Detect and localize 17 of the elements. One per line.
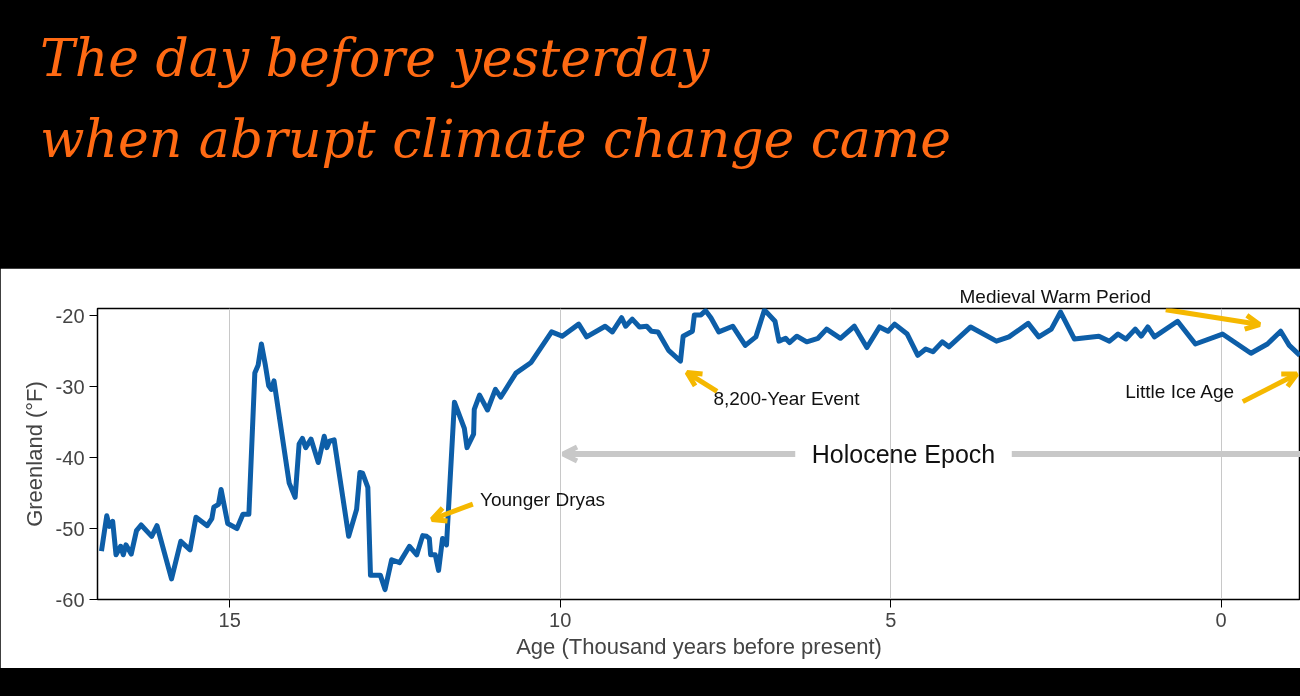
x-axis-title: Age (Thousand years before present) — [516, 633, 882, 659]
y-tick-label: -40 — [55, 446, 85, 469]
x-tick-label: 10 — [549, 608, 572, 631]
annotation: Little Ice Age — [1125, 380, 1235, 402]
x-tick-label: 15 — [218, 608, 241, 631]
x-tick-label: 5 — [885, 608, 897, 631]
annotation: Younger Dryas — [480, 488, 606, 510]
y-tick-label: -30 — [55, 375, 85, 398]
y-tick-label: -50 — [55, 517, 85, 540]
annotation: Holocene Epoch — [811, 440, 996, 468]
text: Medieval Warm Period — [959, 285, 1151, 307]
y-tick-label: -60 — [55, 588, 85, 611]
chart-title: The day before yesterday when abrupt climate change came — [40, 27, 951, 171]
y-tick-label: -20 — [55, 304, 85, 327]
annotation: 8,200-Year Event — [713, 388, 861, 410]
x-tick-label: 0 — [1215, 608, 1227, 631]
y-axis-title: Greenland (°F) — [21, 381, 47, 527]
